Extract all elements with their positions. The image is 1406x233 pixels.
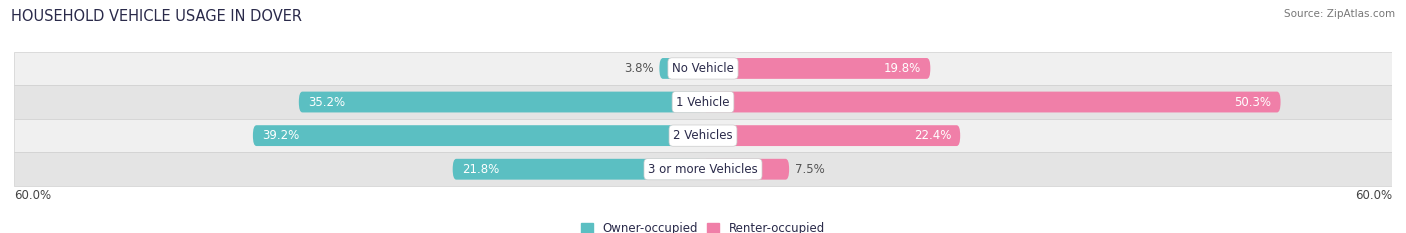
Legend: Owner-occupied, Renter-occupied: Owner-occupied, Renter-occupied: [576, 218, 830, 233]
Text: 50.3%: 50.3%: [1234, 96, 1271, 109]
FancyBboxPatch shape: [14, 52, 1392, 85]
Text: 2 Vehicles: 2 Vehicles: [673, 129, 733, 142]
Text: 7.5%: 7.5%: [794, 163, 824, 176]
FancyBboxPatch shape: [253, 125, 703, 146]
Text: 35.2%: 35.2%: [308, 96, 344, 109]
FancyBboxPatch shape: [299, 92, 703, 113]
FancyBboxPatch shape: [703, 58, 931, 79]
Text: No Vehicle: No Vehicle: [672, 62, 734, 75]
Text: 19.8%: 19.8%: [884, 62, 921, 75]
Text: 60.0%: 60.0%: [1355, 189, 1392, 202]
FancyBboxPatch shape: [703, 125, 960, 146]
Text: 60.0%: 60.0%: [14, 189, 51, 202]
FancyBboxPatch shape: [659, 58, 703, 79]
FancyBboxPatch shape: [703, 159, 789, 180]
Text: 21.8%: 21.8%: [461, 163, 499, 176]
Text: Source: ZipAtlas.com: Source: ZipAtlas.com: [1284, 9, 1395, 19]
FancyBboxPatch shape: [14, 119, 1392, 152]
Text: HOUSEHOLD VEHICLE USAGE IN DOVER: HOUSEHOLD VEHICLE USAGE IN DOVER: [11, 9, 302, 24]
FancyBboxPatch shape: [14, 152, 1392, 186]
Text: 39.2%: 39.2%: [262, 129, 299, 142]
FancyBboxPatch shape: [14, 85, 1392, 119]
Text: 22.4%: 22.4%: [914, 129, 950, 142]
FancyBboxPatch shape: [703, 92, 1281, 113]
FancyBboxPatch shape: [453, 159, 703, 180]
Text: 1 Vehicle: 1 Vehicle: [676, 96, 730, 109]
Text: 3.8%: 3.8%: [624, 62, 654, 75]
Text: 3 or more Vehicles: 3 or more Vehicles: [648, 163, 758, 176]
